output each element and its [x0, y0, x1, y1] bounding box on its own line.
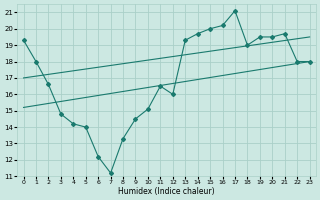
- X-axis label: Humidex (Indice chaleur): Humidex (Indice chaleur): [118, 187, 215, 196]
